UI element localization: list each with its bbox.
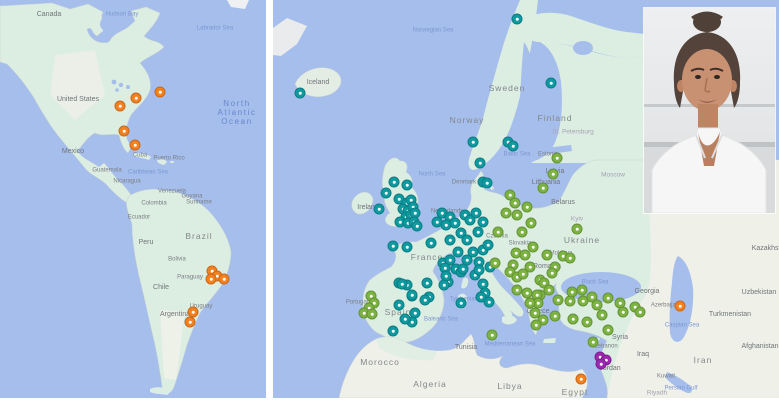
map-marker-green[interactable] (524, 297, 536, 309)
map-marker-green[interactable] (517, 268, 529, 280)
map-marker-orange[interactable] (218, 273, 230, 285)
map-marker-green[interactable] (591, 299, 603, 311)
map-marker-green[interactable] (541, 249, 553, 261)
map-marker-teal[interactable] (455, 297, 467, 309)
map-marker-orange[interactable] (154, 86, 166, 98)
map-marker-green[interactable] (524, 261, 536, 273)
map-marker-teal[interactable] (294, 87, 306, 99)
map-marker-teal[interactable] (406, 289, 418, 301)
map-marker-teal[interactable] (419, 294, 431, 306)
europe-markers (273, 0, 779, 398)
map-marker-teal[interactable] (457, 263, 469, 275)
map-marker-green[interactable] (546, 267, 558, 279)
map-marker-green[interactable] (516, 226, 528, 238)
map-marker-teal[interactable] (399, 313, 411, 325)
map-marker-teal[interactable] (421, 277, 433, 289)
map-marker-green[interactable] (552, 294, 564, 306)
map-marker-green[interactable] (492, 226, 504, 238)
map-marker-green[interactable] (602, 292, 614, 304)
map-marker-teal[interactable] (472, 226, 484, 238)
map-marker-green[interactable] (486, 329, 498, 341)
americas-terrain (0, 0, 266, 398)
map-marker-teal[interactable] (388, 176, 400, 188)
map-marker-teal[interactable] (373, 203, 385, 215)
map-marker-teal[interactable] (507, 140, 519, 152)
map-marker-teal[interactable] (444, 234, 456, 246)
map-marker-green[interactable] (634, 306, 646, 318)
map-marker-green[interactable] (596, 309, 608, 321)
map-marker-teal[interactable] (380, 187, 392, 199)
map-marker-teal[interactable] (473, 264, 485, 276)
map-marker-orange[interactable] (674, 300, 686, 312)
map-marker-green[interactable] (564, 252, 576, 264)
map-marker-purple[interactable] (595, 358, 607, 370)
map-marker-green[interactable] (547, 168, 559, 180)
map-marker-green[interactable] (576, 284, 588, 296)
americas-markers (0, 0, 266, 398)
map-marker-green[interactable] (551, 152, 563, 164)
map-marker-green[interactable] (519, 249, 531, 261)
map-marker-green[interactable] (509, 197, 521, 209)
map-marker-teal[interactable] (470, 207, 482, 219)
map-marker-orange[interactable] (575, 373, 587, 385)
bottom-margin (0, 398, 779, 404)
map-marker-orange[interactable] (130, 92, 142, 104)
map-marker-teal[interactable] (545, 77, 557, 89)
map-marker-green[interactable] (602, 324, 614, 336)
map-marker-green[interactable] (489, 257, 501, 269)
map-marker-green[interactable] (581, 316, 593, 328)
map-marker-teal[interactable] (511, 13, 523, 25)
map-marker-teal[interactable] (401, 179, 413, 191)
map-marker-teal[interactable] (482, 239, 494, 251)
map-marker-green[interactable] (529, 307, 541, 319)
map-marker-green[interactable] (527, 241, 539, 253)
portrait-photo-inset (644, 8, 775, 213)
map-marker-teal[interactable] (452, 246, 464, 258)
map-marker-orange[interactable] (129, 139, 141, 151)
map-marker-teal[interactable] (477, 216, 489, 228)
map-marker-green[interactable] (525, 217, 537, 229)
map-marker-green[interactable] (549, 310, 561, 322)
map-marker-orange[interactable] (184, 316, 196, 328)
map-marker-teal[interactable] (387, 325, 399, 337)
map-marker-teal[interactable] (438, 279, 450, 291)
map-marker-green[interactable] (511, 209, 523, 221)
map-marker-teal[interactable] (387, 240, 399, 252)
map-marker-green[interactable] (366, 308, 378, 320)
map-marker-orange[interactable] (114, 100, 126, 112)
map-marker-orange[interactable] (205, 273, 217, 285)
map-marker-green[interactable] (537, 182, 549, 194)
map-marker-teal[interactable] (393, 299, 405, 311)
map-marker-green[interactable] (500, 207, 512, 219)
map-marker-teal[interactable] (449, 217, 461, 229)
map-marker-teal[interactable] (467, 136, 479, 148)
map-marker-teal[interactable] (461, 234, 473, 246)
map-marker-green[interactable] (530, 319, 542, 331)
map-marker-teal[interactable] (396, 278, 408, 290)
map-marker-green[interactable] (567, 313, 579, 325)
map-marker-teal[interactable] (425, 237, 437, 249)
map-marker-teal[interactable] (483, 296, 495, 308)
map-marker-teal[interactable] (474, 157, 486, 169)
map-marker-green[interactable] (587, 336, 599, 348)
map-marker-orange[interactable] (118, 125, 130, 137)
map-marker-teal[interactable] (401, 241, 413, 253)
map-marker-green[interactable] (543, 284, 555, 296)
americas-map[interactable]: Canada United States Mexico Cuba Puerto Rico… (0, 0, 266, 398)
map-marker-teal[interactable] (481, 177, 493, 189)
map-marker-green[interactable] (617, 306, 629, 318)
portrait-illustration (644, 8, 775, 213)
map-marker-teal[interactable] (411, 220, 423, 232)
map-marker-green[interactable] (521, 201, 533, 213)
map-divider (266, 0, 273, 398)
map-marker-green[interactable] (571, 223, 583, 235)
